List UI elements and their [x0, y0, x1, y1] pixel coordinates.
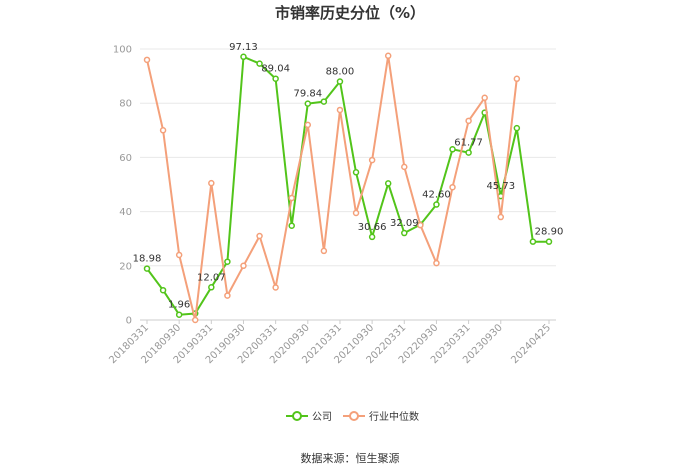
data-point[interactable]	[433, 259, 440, 267]
data-point[interactable]	[256, 60, 263, 67]
data-point[interactable]	[240, 53, 247, 61]
data-point[interactable]	[175, 251, 183, 259]
data-label: 12.07	[197, 272, 226, 283]
data-source: 数据来源：恒生聚源	[301, 451, 400, 465]
y-tick-label: 0	[126, 316, 132, 327]
grid	[140, 48, 556, 321]
legend-item[interactable]: 行业中位数	[343, 410, 419, 423]
data-label: 32.09	[390, 218, 419, 229]
series-1	[143, 52, 521, 324]
data-point[interactable]	[224, 292, 231, 299]
chart-title: 市销率历史分位（%）	[275, 4, 425, 22]
data-point[interactable]	[320, 98, 328, 105]
legend-marker	[349, 411, 359, 421]
data-point[interactable]	[224, 258, 231, 265]
data-point[interactable]	[384, 52, 392, 60]
data-point[interactable]	[208, 179, 215, 187]
legend[interactable]: 公司 行业中位数	[286, 410, 419, 423]
data-point[interactable]	[368, 156, 376, 164]
data-point[interactable]	[417, 221, 424, 229]
series-0	[143, 53, 553, 318]
legend-marker	[292, 411, 302, 421]
y-tick-label: 40	[119, 207, 132, 218]
data-point[interactable]	[256, 232, 263, 240]
legend-label: 行业中位数	[369, 410, 419, 423]
y-tick-label: 60	[119, 153, 132, 164]
data-point[interactable]	[240, 262, 247, 270]
data-point[interactable]	[449, 146, 456, 153]
series-layer	[143, 52, 553, 324]
data-point[interactable]	[272, 75, 279, 82]
data-label: 30.66	[358, 222, 387, 233]
y-tick-label: 80	[119, 99, 132, 110]
series-line	[146, 55, 549, 316]
data-point[interactable]	[529, 238, 537, 245]
x-tick-label: 20240425	[509, 322, 553, 366]
series-line	[146, 54, 518, 321]
data-point[interactable]	[159, 286, 167, 294]
data-point[interactable]	[208, 284, 215, 291]
data-point[interactable]	[481, 94, 488, 102]
data-point[interactable]	[143, 56, 151, 64]
data-point[interactable]	[175, 311, 183, 318]
data-point[interactable]	[288, 222, 295, 229]
data-point[interactable]	[320, 247, 328, 255]
data-point[interactable]	[304, 100, 312, 107]
data-point[interactable]	[368, 233, 376, 241]
data-point[interactable]	[465, 117, 472, 125]
data-point[interactable]	[304, 121, 312, 129]
data-point[interactable]	[465, 149, 472, 156]
data-label: 89.04	[261, 64, 290, 75]
data-point[interactable]	[433, 201, 440, 208]
data-label: 61.77	[454, 138, 483, 149]
data-label: 1.96	[168, 300, 190, 311]
data-label: 79.84	[293, 89, 322, 100]
data-point[interactable]	[384, 180, 392, 187]
data-point[interactable]	[272, 284, 279, 291]
data-point[interactable]	[401, 163, 408, 171]
data-point[interactable]	[545, 238, 553, 245]
data-point[interactable]	[336, 106, 344, 114]
data-label: 28.90	[535, 227, 564, 238]
data-label: 18.98	[133, 254, 162, 265]
data-point[interactable]	[288, 194, 295, 202]
data-point[interactable]	[401, 229, 408, 237]
legend-item[interactable]: 公司	[286, 411, 332, 423]
data-label: 88.00	[326, 67, 355, 78]
data-label: 45.73	[486, 181, 515, 192]
data-label: 42.60	[422, 190, 451, 201]
data-point[interactable]	[352, 209, 360, 217]
data-label: 97.13	[229, 42, 258, 53]
data-point[interactable]	[191, 316, 199, 324]
data-point[interactable]	[513, 124, 521, 132]
data-point[interactable]	[352, 169, 360, 176]
y-tick-label: 20	[119, 261, 132, 272]
data-point[interactable]	[336, 78, 344, 85]
data-point[interactable]	[159, 127, 167, 134]
data-point[interactable]	[513, 75, 521, 83]
data-point[interactable]	[497, 213, 505, 221]
y-tick-label: 100	[113, 45, 132, 56]
data-point[interactable]	[449, 183, 456, 191]
legend-label: 公司	[312, 412, 332, 423]
data-point[interactable]	[143, 265, 151, 272]
